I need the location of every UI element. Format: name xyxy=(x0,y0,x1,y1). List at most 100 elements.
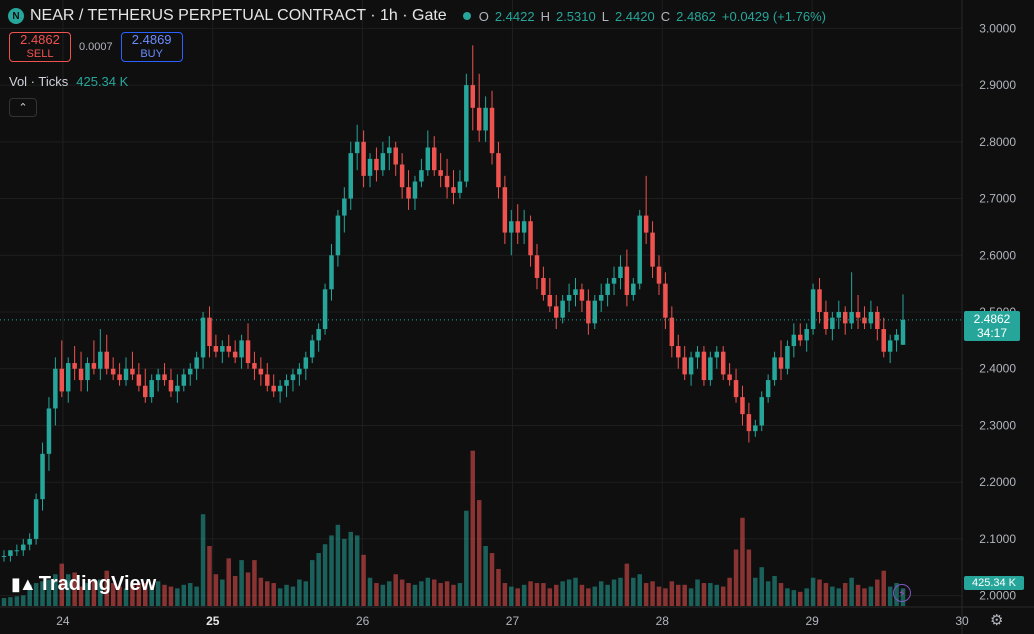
candle-body xyxy=(753,425,758,432)
volume-bar xyxy=(631,577,636,606)
candle xyxy=(483,96,488,142)
volume-bar xyxy=(682,584,687,606)
gear-icon[interactable]: ⚙ xyxy=(990,612,1004,629)
volume-bar xyxy=(361,554,366,606)
candle-body xyxy=(631,283,636,295)
candle xyxy=(496,141,501,199)
candle-body xyxy=(200,317,206,358)
candle xyxy=(21,538,26,556)
volume-bar xyxy=(489,553,495,606)
candle xyxy=(509,209,514,256)
candle-body xyxy=(252,363,257,369)
buy-button[interactable]: 2.4869 BUY xyxy=(120,32,183,62)
time-axis[interactable]: 24 25 26 27 28 29 30 xyxy=(56,614,969,628)
candle-body xyxy=(290,374,296,381)
volume-bar xyxy=(509,586,514,606)
volume-bar xyxy=(541,583,546,606)
volume-bar xyxy=(213,574,219,606)
volume-bar xyxy=(168,586,174,606)
candle xyxy=(605,277,610,307)
candle xyxy=(900,294,906,345)
candle-body xyxy=(155,374,161,381)
volume-bar xyxy=(110,583,116,606)
volume-bar xyxy=(810,577,816,606)
volume-bar xyxy=(823,583,829,606)
volume-bar xyxy=(817,579,822,606)
volume-bar xyxy=(412,584,418,606)
candle xyxy=(329,243,334,301)
candle xyxy=(676,334,681,369)
candle xyxy=(187,363,193,386)
buy-label: BUY xyxy=(140,48,163,60)
candle-body xyxy=(265,374,270,386)
candle xyxy=(72,346,77,381)
price-tick-label: 3.0000 xyxy=(979,21,1016,35)
volume-bar xyxy=(78,586,84,606)
volume-bar xyxy=(643,583,649,606)
candle-body xyxy=(187,368,193,375)
volume-legend[interactable]: Vol · Ticks 425.34 K xyxy=(9,74,128,89)
candle xyxy=(232,340,238,364)
candle xyxy=(566,283,572,313)
candle xyxy=(688,351,694,386)
time-tick-label: 24 xyxy=(56,614,70,628)
candle-body xyxy=(624,266,630,295)
candle xyxy=(8,550,13,562)
candle-body xyxy=(669,317,675,347)
volume-bar xyxy=(887,586,893,606)
volume-bar xyxy=(181,584,187,606)
volume-bar xyxy=(688,588,694,606)
price-tick-label: 2.6000 xyxy=(979,248,1016,262)
tradingview-logo[interactable]: ▮▲ TradingView xyxy=(11,573,156,596)
candle xyxy=(194,351,199,381)
candle xyxy=(258,357,264,386)
candle xyxy=(573,277,578,307)
candle-body xyxy=(875,312,880,330)
bar-countdown: 34:17 xyxy=(976,326,1008,340)
candle-body xyxy=(682,357,687,375)
candle xyxy=(733,368,739,403)
volume-bar xyxy=(804,588,809,606)
candle-body xyxy=(592,300,598,324)
sell-button[interactable]: 2.4862 SELL xyxy=(9,32,71,62)
volume-bar xyxy=(476,500,482,606)
candle-body xyxy=(335,215,341,256)
lightning-icon[interactable]: ⚡ xyxy=(893,584,911,602)
candle-body xyxy=(765,380,771,398)
volume-bar xyxy=(605,584,610,606)
symbol-title[interactable]: NEAR / TETHERUS PERPETUAL CONTRACT · 1h … xyxy=(30,7,447,24)
volume-bar xyxy=(444,581,450,606)
price-tick-label: 2.9000 xyxy=(979,78,1016,92)
candle xyxy=(361,130,366,188)
candle-body xyxy=(900,319,906,345)
candle-body xyxy=(284,380,289,386)
price-tick-label: 2.2000 xyxy=(979,475,1016,489)
candle-body xyxy=(534,255,540,278)
volume-bar xyxy=(354,535,360,606)
volume-bar xyxy=(502,583,508,606)
candle-body xyxy=(579,289,585,301)
volume-bar xyxy=(855,584,861,606)
candle xyxy=(746,402,752,443)
candle xyxy=(412,175,418,210)
candle-body xyxy=(804,329,809,341)
candle-body xyxy=(586,300,591,324)
candle xyxy=(830,312,835,341)
volume-bar xyxy=(656,586,662,606)
candle-body xyxy=(515,221,520,233)
volume-bar xyxy=(836,588,842,606)
candle-body xyxy=(143,385,148,398)
candle-body xyxy=(316,329,321,341)
candle xyxy=(727,363,732,386)
candle xyxy=(720,346,726,381)
near-symbol-icon[interactable]: N xyxy=(8,8,24,24)
candle xyxy=(823,300,829,335)
volume-bar xyxy=(143,583,148,606)
candle-body xyxy=(104,351,109,369)
collapse-legend-button[interactable]: ⌃ xyxy=(9,98,37,117)
candle xyxy=(213,334,219,358)
candle-body xyxy=(399,164,405,188)
candle xyxy=(643,175,649,244)
volume-bar xyxy=(387,581,392,606)
